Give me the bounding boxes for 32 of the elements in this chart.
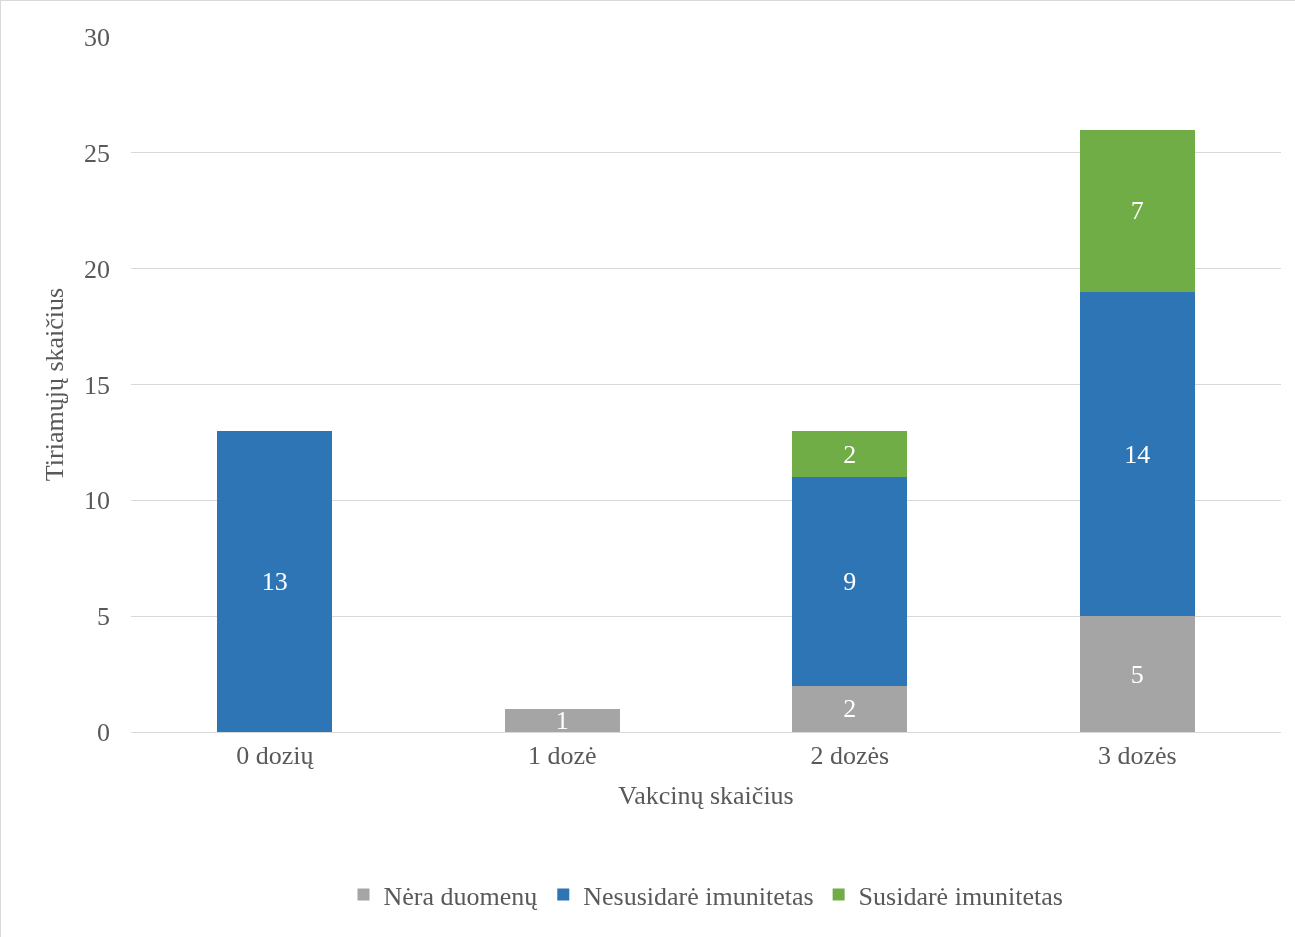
legend-label: Nėra duomenų bbox=[383, 881, 539, 911]
x-tick-label: 2 dozės bbox=[810, 741, 890, 771]
data-label: 9 bbox=[843, 566, 857, 596]
y-tick-label: 5 bbox=[97, 602, 110, 632]
y-tick-label: 0 bbox=[97, 718, 110, 748]
x-tick-label: 3 dozės bbox=[1097, 741, 1177, 771]
data-label: 14 bbox=[1124, 439, 1151, 469]
bar bbox=[792, 685, 908, 732]
data-label: 2 bbox=[843, 439, 857, 469]
bar bbox=[1079, 291, 1195, 617]
data-label: 2 bbox=[843, 694, 857, 724]
bar bbox=[217, 430, 333, 732]
bar bbox=[1079, 616, 1195, 732]
legend-label: Susidarė imunitetas bbox=[858, 881, 1063, 911]
bar bbox=[792, 477, 908, 686]
bar bbox=[504, 708, 620, 732]
bar bbox=[792, 430, 908, 478]
y-tick-label: 25 bbox=[84, 138, 110, 168]
x-axis-title: Vakcinų skaičius bbox=[618, 780, 794, 810]
data-label: 1 bbox=[555, 705, 569, 735]
bar bbox=[1079, 129, 1195, 292]
x-tick-label: 0 dozių bbox=[236, 741, 315, 771]
data-label: 5 bbox=[1130, 659, 1144, 689]
y-tick-label: 15 bbox=[84, 370, 110, 400]
y-tick-label: 30 bbox=[84, 23, 110, 53]
y-tick-label: 10 bbox=[84, 486, 110, 516]
y-axis-title: Tiriamųjų skaičius bbox=[40, 287, 70, 482]
data-label: 13 bbox=[261, 566, 288, 596]
x-tick-label: 1 dozė bbox=[527, 741, 597, 771]
data-label: 7 bbox=[1130, 196, 1144, 226]
legend-label: Nesusidarė imunitetas bbox=[583, 881, 814, 911]
y-tick-label: 20 bbox=[84, 254, 110, 284]
